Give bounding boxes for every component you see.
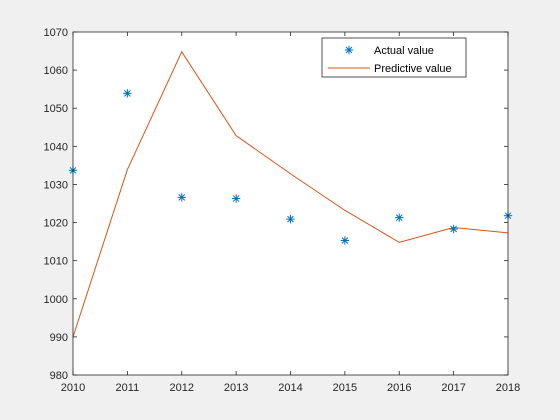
y-tick-label: 1010 bbox=[44, 256, 68, 268]
legend: Actual value Predictive value bbox=[321, 37, 467, 78]
y-tick-label: 1060 bbox=[44, 65, 68, 77]
data-point-actual-2013 bbox=[231, 194, 241, 203]
data-point-actual-2016 bbox=[395, 213, 404, 222]
x-tick-label: 2011 bbox=[116, 382, 140, 394]
y-ticks: 980 990 1000 1010 1020 1030 1040 1050 1060 1070 bbox=[44, 27, 508, 382]
x-tick-label: 2010 bbox=[61, 382, 85, 394]
y-tick-label: 1050 bbox=[44, 103, 68, 115]
legend-label-actual: Actual value bbox=[374, 45, 434, 57]
data-point-actual-2012 bbox=[177, 193, 186, 202]
series-line-predictive bbox=[72, 50, 509, 338]
x-tick-label: 2016 bbox=[387, 382, 411, 394]
data-point-actual-2017 bbox=[449, 224, 458, 234]
data-point-actual-2011 bbox=[123, 89, 132, 98]
data-point-actual-2015 bbox=[340, 236, 350, 245]
axes-background bbox=[73, 32, 508, 375]
x-tick-label: 2014 bbox=[278, 382, 302, 394]
x-tick-label: 2012 bbox=[170, 382, 194, 394]
legend-marker-actual bbox=[344, 45, 354, 55]
y-tick-label: 980 bbox=[50, 370, 68, 382]
series-layer bbox=[68, 50, 513, 338]
x-tick-label: 2018 bbox=[496, 382, 520, 394]
y-tick-label: 990 bbox=[50, 332, 68, 344]
y-tick-label: 1020 bbox=[44, 218, 68, 230]
x-tick-label: 2017 bbox=[441, 382, 465, 394]
y-tick-label: 1030 bbox=[44, 179, 68, 191]
legend-label-predictive: Predictive value bbox=[374, 63, 452, 75]
x-tick-label: 2013 bbox=[224, 382, 248, 394]
y-tick-label: 1000 bbox=[44, 294, 68, 306]
y-tick-label: 1040 bbox=[44, 141, 68, 153]
data-point-actual-2014 bbox=[286, 214, 295, 224]
x-ticks: 2010 2011 2012 2013 2014 2015 2016 2017 2018 bbox=[61, 32, 520, 394]
x-tick-label: 2015 bbox=[333, 382, 357, 394]
legend-asterisk-icon bbox=[344, 45, 354, 55]
legend-box bbox=[321, 37, 467, 78]
y-tick-label: 1070 bbox=[44, 27, 68, 39]
